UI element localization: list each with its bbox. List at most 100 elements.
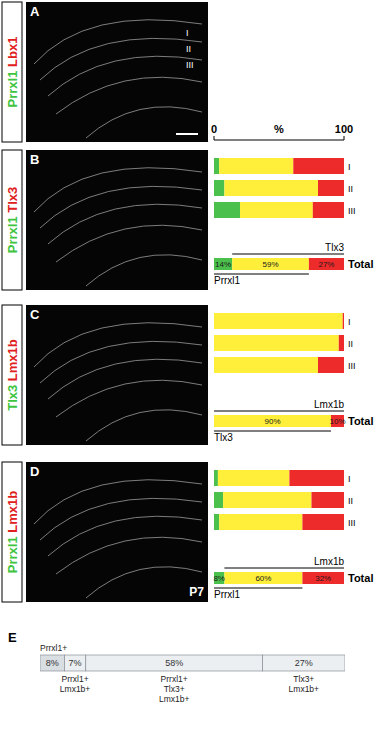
x-tick-label: 0 [211, 123, 217, 135]
bar-segment [309, 258, 344, 270]
bar-segment [224, 180, 318, 196]
bar-segment [214, 313, 343, 329]
lamina-outline [40, 186, 202, 228]
bar-segment [302, 514, 344, 530]
data-label: 27% [295, 658, 313, 668]
data-label: 90% [264, 417, 280, 426]
stain-name: Prrxl1 [5, 71, 20, 108]
bracket-label: Lmx1b [314, 556, 344, 567]
x-tick [344, 136, 345, 140]
bars [214, 470, 344, 530]
panel-letter: E [8, 630, 17, 645]
lamina-outline [48, 56, 202, 96]
panel-c: Tlx3 Lmx1bC [2, 305, 208, 445]
stain-label: Tlx3 Lmx1b [5, 339, 20, 411]
bars [214, 258, 344, 270]
labels: IIIIII [348, 474, 356, 528]
panel-a: Prrxl1 Lbx1AIIIIII [2, 2, 208, 142]
bar-segment [214, 514, 219, 530]
stain-box [2, 462, 22, 602]
bar-segment [214, 492, 223, 508]
bar-segment [64, 655, 85, 671]
bar-segment [302, 572, 344, 584]
segment-name-line: Tlx3+ [293, 674, 314, 684]
stain-box [2, 2, 22, 142]
stain-name: Prrxl1 [5, 536, 20, 573]
bracket-top [224, 568, 344, 569]
category-label: I [348, 162, 351, 172]
chart: 0100%IIIIII [211, 123, 356, 218]
bar-segment [40, 655, 64, 671]
scale-bar [176, 133, 198, 135]
bar-segment [289, 470, 344, 486]
lamina-outline [86, 107, 202, 138]
bars [214, 313, 344, 373]
segment-name: Prrxl1+Tlx3+Lmx1b+ [159, 674, 190, 704]
bar-segment [214, 470, 218, 486]
category-label: II [348, 496, 353, 506]
bar-segment [214, 415, 331, 427]
bar-segment [263, 655, 345, 671]
labels: 90%10%TotalLmx1bTlx3 [214, 399, 373, 443]
lamina-outline [86, 567, 202, 598]
category-label: I [348, 317, 351, 327]
segment-name: Tlx3+Lmx1b+ [289, 674, 320, 694]
bar-segment [223, 492, 311, 508]
bar-segment [86, 655, 263, 671]
bar-segment [318, 357, 344, 373]
chart: IIIIII [214, 313, 356, 373]
stain-name: Lbx1 [5, 37, 20, 71]
category-label: I [348, 474, 351, 484]
data-label: 10% [329, 417, 345, 426]
bracket-label: Lmx1b [314, 399, 344, 410]
data-label: 27% [318, 260, 334, 269]
bar-segment [219, 514, 302, 530]
stain-label: Prrxl1 Lmx1b [5, 491, 20, 573]
panel-letter: A [30, 4, 40, 19]
segment-name-line: Prrxl1+ [161, 674, 188, 684]
lamina-outline [48, 516, 202, 556]
segment-name-line: Lmx1b+ [159, 694, 190, 704]
data-label: 8% [213, 574, 225, 583]
stain-box [2, 305, 22, 445]
chart: 90%10%TotalLmx1bTlx3 [214, 399, 373, 443]
panel-letter: B [30, 152, 39, 167]
bars [214, 415, 344, 427]
chart: 8%60%32%TotalLmx1bPrrxl1 [213, 556, 373, 600]
stain-box [2, 150, 22, 290]
bars [40, 655, 345, 671]
category-label: Total [348, 258, 373, 270]
micrograph [26, 2, 208, 142]
lamina-outline [86, 410, 202, 441]
bars [214, 158, 344, 218]
chart: IIIIII [214, 470, 356, 530]
x-axis [214, 140, 344, 141]
data-label: 14% [215, 260, 231, 269]
labels: IIIIII [348, 162, 356, 216]
data-label: 7% [69, 658, 82, 668]
bar-segment [214, 335, 339, 351]
data-label: 58% [165, 658, 183, 668]
labels: 8%7%58%27%Prrxl1+Prrxl1+Lmx1b+Prrxl1+Tlx… [40, 643, 319, 704]
labels: 14%59%27%TotalTlx3Prrxl1 [214, 242, 373, 286]
bar-segment [339, 335, 344, 351]
bar-segment [318, 180, 344, 196]
micrograph [26, 462, 208, 602]
chart: 14%59%27%TotalTlx3Prrxl1 [214, 242, 373, 286]
lamina-outline [56, 77, 202, 114]
bracket-top [214, 411, 344, 412]
bracket-label: Prrxl1 [214, 275, 241, 286]
bar-segment [218, 470, 290, 486]
category-label: Total [348, 572, 373, 584]
category-label: III [348, 206, 356, 216]
micrograph [26, 305, 208, 445]
stain-label: Prrxl1 Tlx3 [5, 187, 20, 254]
data-label: 59% [263, 260, 279, 269]
category-label: Total [348, 415, 373, 427]
bar-segment [240, 202, 313, 218]
segment-name-line: Prrxl1+ [61, 674, 88, 684]
region-label: II [186, 44, 191, 54]
labels: 8%60%32%TotalLmx1bPrrxl1 [213, 556, 373, 600]
bar-segment [293, 158, 344, 174]
stain-name: Tlx3 [5, 385, 20, 411]
